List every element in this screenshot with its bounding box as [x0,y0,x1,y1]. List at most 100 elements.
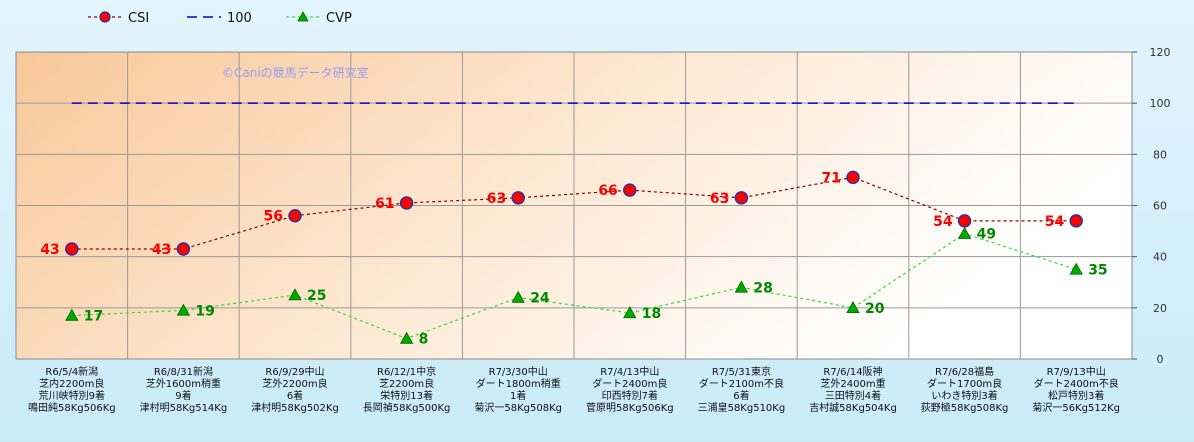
x-category-label-line: 津村明58Kg502Kg [251,401,339,414]
data-label-cvp: 24 [530,291,550,307]
series-point-cvp [176,303,191,316]
x-category-label-line: 栄特別13着 [380,389,433,402]
x-category-label-line: 津村明58Kg514Kg [140,401,228,414]
x-category-label-line: 菊沢一56Kg512Kg [1032,401,1120,414]
x-category-label-line: 6着 [287,389,303,402]
data-label-cvp: 8 [419,332,429,348]
x-category-label-line: R7/9/13中山 [1047,365,1106,378]
data-label-csi: 71 [822,170,841,186]
data-label-cvp: 28 [753,280,772,296]
x-category-label-line: ダート1800m稍重 [476,377,561,390]
series-point-cvp [399,331,414,344]
x-category-label-line: 9着 [175,389,191,402]
x-category-label-line: ダート1700m良 [927,377,1002,390]
legend-label-100: 100 [227,11,252,26]
x-category-label-line: 長岡禎58Kg500Kg [363,401,451,414]
series-point-cvp [734,280,749,293]
series-point-cvp [288,288,302,301]
data-label-csi: 63 [710,191,729,207]
x-category-label-line: R7/3/30中山 [489,365,548,378]
series-point-cvp [1069,262,1083,275]
data-label-csi: 66 [598,183,617,199]
series-point-cvp [623,306,637,319]
data-label-csi: 54 [1045,214,1065,230]
x-category-label-line: 荒川峡特別9着 [39,389,105,402]
data-label-cvp: 19 [195,303,214,319]
x-category-label: R6/8/31新潟芝外1600m稍重 9着津村明58Kg514Kg [140,365,228,414]
x-category-label-line: R6/8/31新潟 [154,365,213,378]
y-tick-label: 80 [1153,148,1167,161]
series-point-cvp [957,226,972,239]
x-category-label-line: ダート2100m不良 [699,377,784,390]
legend-marker-cvp [297,11,309,22]
x-category-label-line: 鳴田純58Kg506Kg [28,401,116,414]
x-category-label-line: R7/5/31東京 [712,365,771,378]
x-category-label-line: 芝外2400m重 [820,377,885,390]
data-label-cvp: 20 [865,301,885,317]
x-category-label: R7/9/13中山ダート2400m不良松戸特別3着菊沢一56Kg512Kg [1032,365,1120,414]
data-label-cvp: 49 [977,227,996,243]
x-category-label-line: 芝内2200m良 [39,377,104,390]
series-point-csi [288,208,302,223]
series-line-csi [71,176,1077,250]
x-category-label: R7/3/30中山ダート1800m稍重 1着菊沢一58Kg508Kg [474,365,562,414]
x-category-label-line: R7/6/14阪神 [823,365,882,378]
x-category-label-line: ダート2400m不良 [1034,377,1119,390]
series-point-csi [65,242,79,256]
data-label-cvp: 18 [642,306,661,322]
series-layer: 43 43 56 61 63 66 63 71 54 54 17 19 25 8 24 18 28 20 49 35 [40,102,1108,348]
x-category-label-line: 芝2200m良 [379,377,434,390]
data-label-cvp: 25 [307,288,326,304]
y-axis: 0 20 40 60 80 100 120 [1132,46,1171,366]
x-category-label-line: R6/12/1中京 [377,365,436,378]
series-point-csi [623,183,637,197]
x-category-label-line: 6着 [733,389,749,402]
x-category-label: R6/9/29中山芝外2200m良 6着津村明58Kg502Kg [251,365,339,414]
x-category-label-line: ダート2400m良 [592,377,667,390]
series-point-csi [511,191,525,205]
data-label-csi: 61 [375,196,394,212]
y-tick-label: 20 [1153,302,1167,315]
x-category-label: R7/4/13中山ダート2400m良印西特別7着菅原明58Kg506Kg [586,365,674,414]
series-line-cvp [71,232,1077,340]
watermark: ©Caniの競馬データ研究室 [222,65,369,80]
series-point-cvp [65,308,79,321]
legend-marker-csi [99,11,111,23]
x-category-label-line: 三浦皇58Kg510Kg [698,401,786,414]
series-point-csi [846,170,860,185]
x-category-label: R7/5/31東京ダート2100m不良 6着三浦皇58Kg510Kg [698,365,786,414]
data-label-cvp: 35 [1088,262,1107,278]
x-category-label: R6/5/4新潟芝内2200m良荒川峡特別9着鳴田純58Kg506Kg [28,365,116,414]
x-category-label-line: 荻野極58Kg508Kg [921,401,1009,414]
series-point-cvp [846,301,860,314]
x-category-label-line: R7/4/13中山 [600,365,659,378]
data-label-csi: 63 [487,191,506,207]
legend-label-csi: CSI [128,11,149,26]
x-category-label-line: 菅原明58Kg506Kg [586,402,674,414]
data-label-csi: 43 [40,242,59,258]
data-label-csi: 54 [933,214,953,230]
x-category-label-line: 1着 [510,389,526,402]
x-category-label-line: 印西特別7着 [602,389,658,402]
x-category-label-line: 芝外1600m稍重 [146,377,221,390]
data-label-cvp: 17 [84,309,103,325]
x-category-label-line: 松戸特別3着 [1048,389,1104,402]
x-category-label: R6/12/1中京芝2200m良栄特別13着長岡禎58Kg500Kg [363,365,451,414]
series-point-cvp [511,290,525,303]
x-category-label-line: R7/6/28福島 [935,365,994,378]
data-label-csi: 56 [264,209,283,225]
legend: CSI 100 CVP [88,11,352,26]
y-tick-label: 40 [1153,251,1167,264]
legend-label-cvp: CVP [326,11,352,26]
series-point-csi [399,196,414,210]
series-point-csi [176,242,191,256]
y-tick-label: 0 [1157,353,1164,366]
series-point-csi [957,214,972,228]
y-tick-label: 100 [1150,97,1171,110]
x-category-label-line: R6/5/4新潟 [45,365,98,378]
x-category-label: R7/6/14阪神芝外2400m重三田特別4着吉村誠58Kg504Kg [809,365,897,414]
x-category-label: R7/6/28福島ダート1700m良いわき特別3着荻野極58Kg508Kg [921,365,1009,414]
x-category-label-line: R6/9/29中山 [265,365,324,378]
x-category-label-line: 吉村誠58Kg504Kg [809,401,897,414]
